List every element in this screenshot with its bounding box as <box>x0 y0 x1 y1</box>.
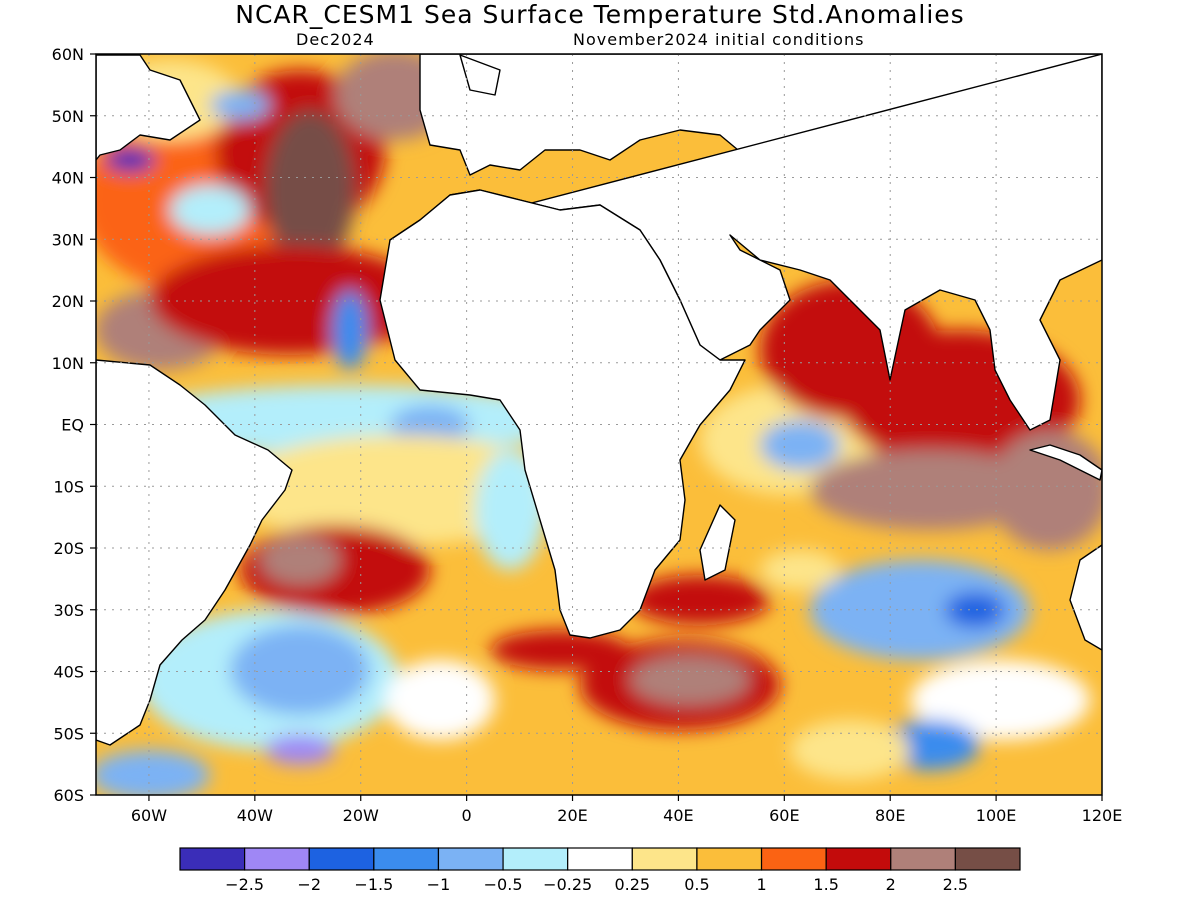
lat-tick-label: 40N <box>52 169 84 188</box>
colorbar-swatch <box>179 847 246 871</box>
lon-tick-label: 20E <box>557 806 587 825</box>
colorbar-swatch <box>373 847 440 871</box>
colorbar-label: −2 <box>297 875 321 894</box>
colorbar-swatch <box>890 847 956 871</box>
colorbar-swatch <box>437 847 504 871</box>
lat-tick-label: 10N <box>52 354 84 373</box>
lon-tick-label: 100E <box>976 806 1017 825</box>
lat-tick-label: 10S <box>53 477 84 496</box>
lon-tick-label: 40E <box>663 806 693 825</box>
colorbar-label: −0.5 <box>484 875 523 894</box>
lat-tick-label: 40S <box>53 663 84 682</box>
colorbar-label: −1 <box>427 875 451 894</box>
colorbar-swatch <box>244 847 310 871</box>
figure-title: NCAR_CESM1 Sea Surface Temperature Std.A… <box>235 0 965 29</box>
lon-tick-label: 40W <box>237 806 273 825</box>
colorbar-label: −2.5 <box>225 875 264 894</box>
lat-tick-label: 20S <box>53 539 84 558</box>
colorbar-label: 2.5 <box>943 875 968 894</box>
lon-tick-label: 0 <box>462 806 472 825</box>
colorbar-label: −0.25 <box>543 875 592 894</box>
lat-tick-label: 60S <box>53 786 84 805</box>
colorbar-swatch <box>308 847 375 871</box>
colorbar-swatch <box>567 847 633 871</box>
lat-tick-label: EQ <box>61 416 84 435</box>
longitude-axis: 60W 40W 20W 0 20E 40E 60E 80E 100E 120E <box>131 795 1122 825</box>
lon-tick-label: 60W <box>131 806 167 825</box>
colorbar-label: 1.5 <box>813 875 838 894</box>
lat-tick-label: 60N <box>52 45 84 64</box>
lat-lon-grid <box>96 54 1102 795</box>
coastlines <box>96 54 1102 746</box>
anomaly-field <box>96 54 1102 795</box>
colorbar-swatch <box>954 847 1021 871</box>
colorbar-swatch <box>502 847 569 871</box>
lon-tick-label: 120E <box>1082 806 1123 825</box>
colorbar-label: 1 <box>756 875 766 894</box>
lat-tick-label: 20N <box>52 292 84 311</box>
colorbar-label: 2 <box>886 875 896 894</box>
lon-tick-label: 60E <box>769 806 799 825</box>
colorbar-swatch <box>631 847 698 871</box>
lat-tick-label: 50N <box>52 107 84 126</box>
lon-tick-label: 80E <box>875 806 905 825</box>
colorbar-label: 0.25 <box>614 875 650 894</box>
colorbar-label: 0.5 <box>684 875 709 894</box>
colorbar-swatch <box>760 847 827 871</box>
colorbar-swatch <box>825 847 892 871</box>
valid-month-label: Dec2024 <box>296 30 375 49</box>
colorbar: −2.5 −2 −1.5 −1 −0.5 −0.25 0.25 0.5 1 1.5 2 2.5 <box>179 847 1021 894</box>
colorbar-swatch <box>696 847 763 871</box>
lat-tick-label: 50S <box>53 724 84 743</box>
initial-conditions-label: November2024 initial conditions <box>573 30 865 49</box>
lat-tick-label: 30S <box>53 601 84 620</box>
colorbar-label: −1.5 <box>354 875 393 894</box>
lon-tick-label: 20W <box>343 806 379 825</box>
lat-tick-label: 30N <box>52 230 84 249</box>
latitude-axis: 60N 50N 40N 30N 20N 10N EQ 10S 20S 30S 40S 50S 60S <box>52 45 96 805</box>
